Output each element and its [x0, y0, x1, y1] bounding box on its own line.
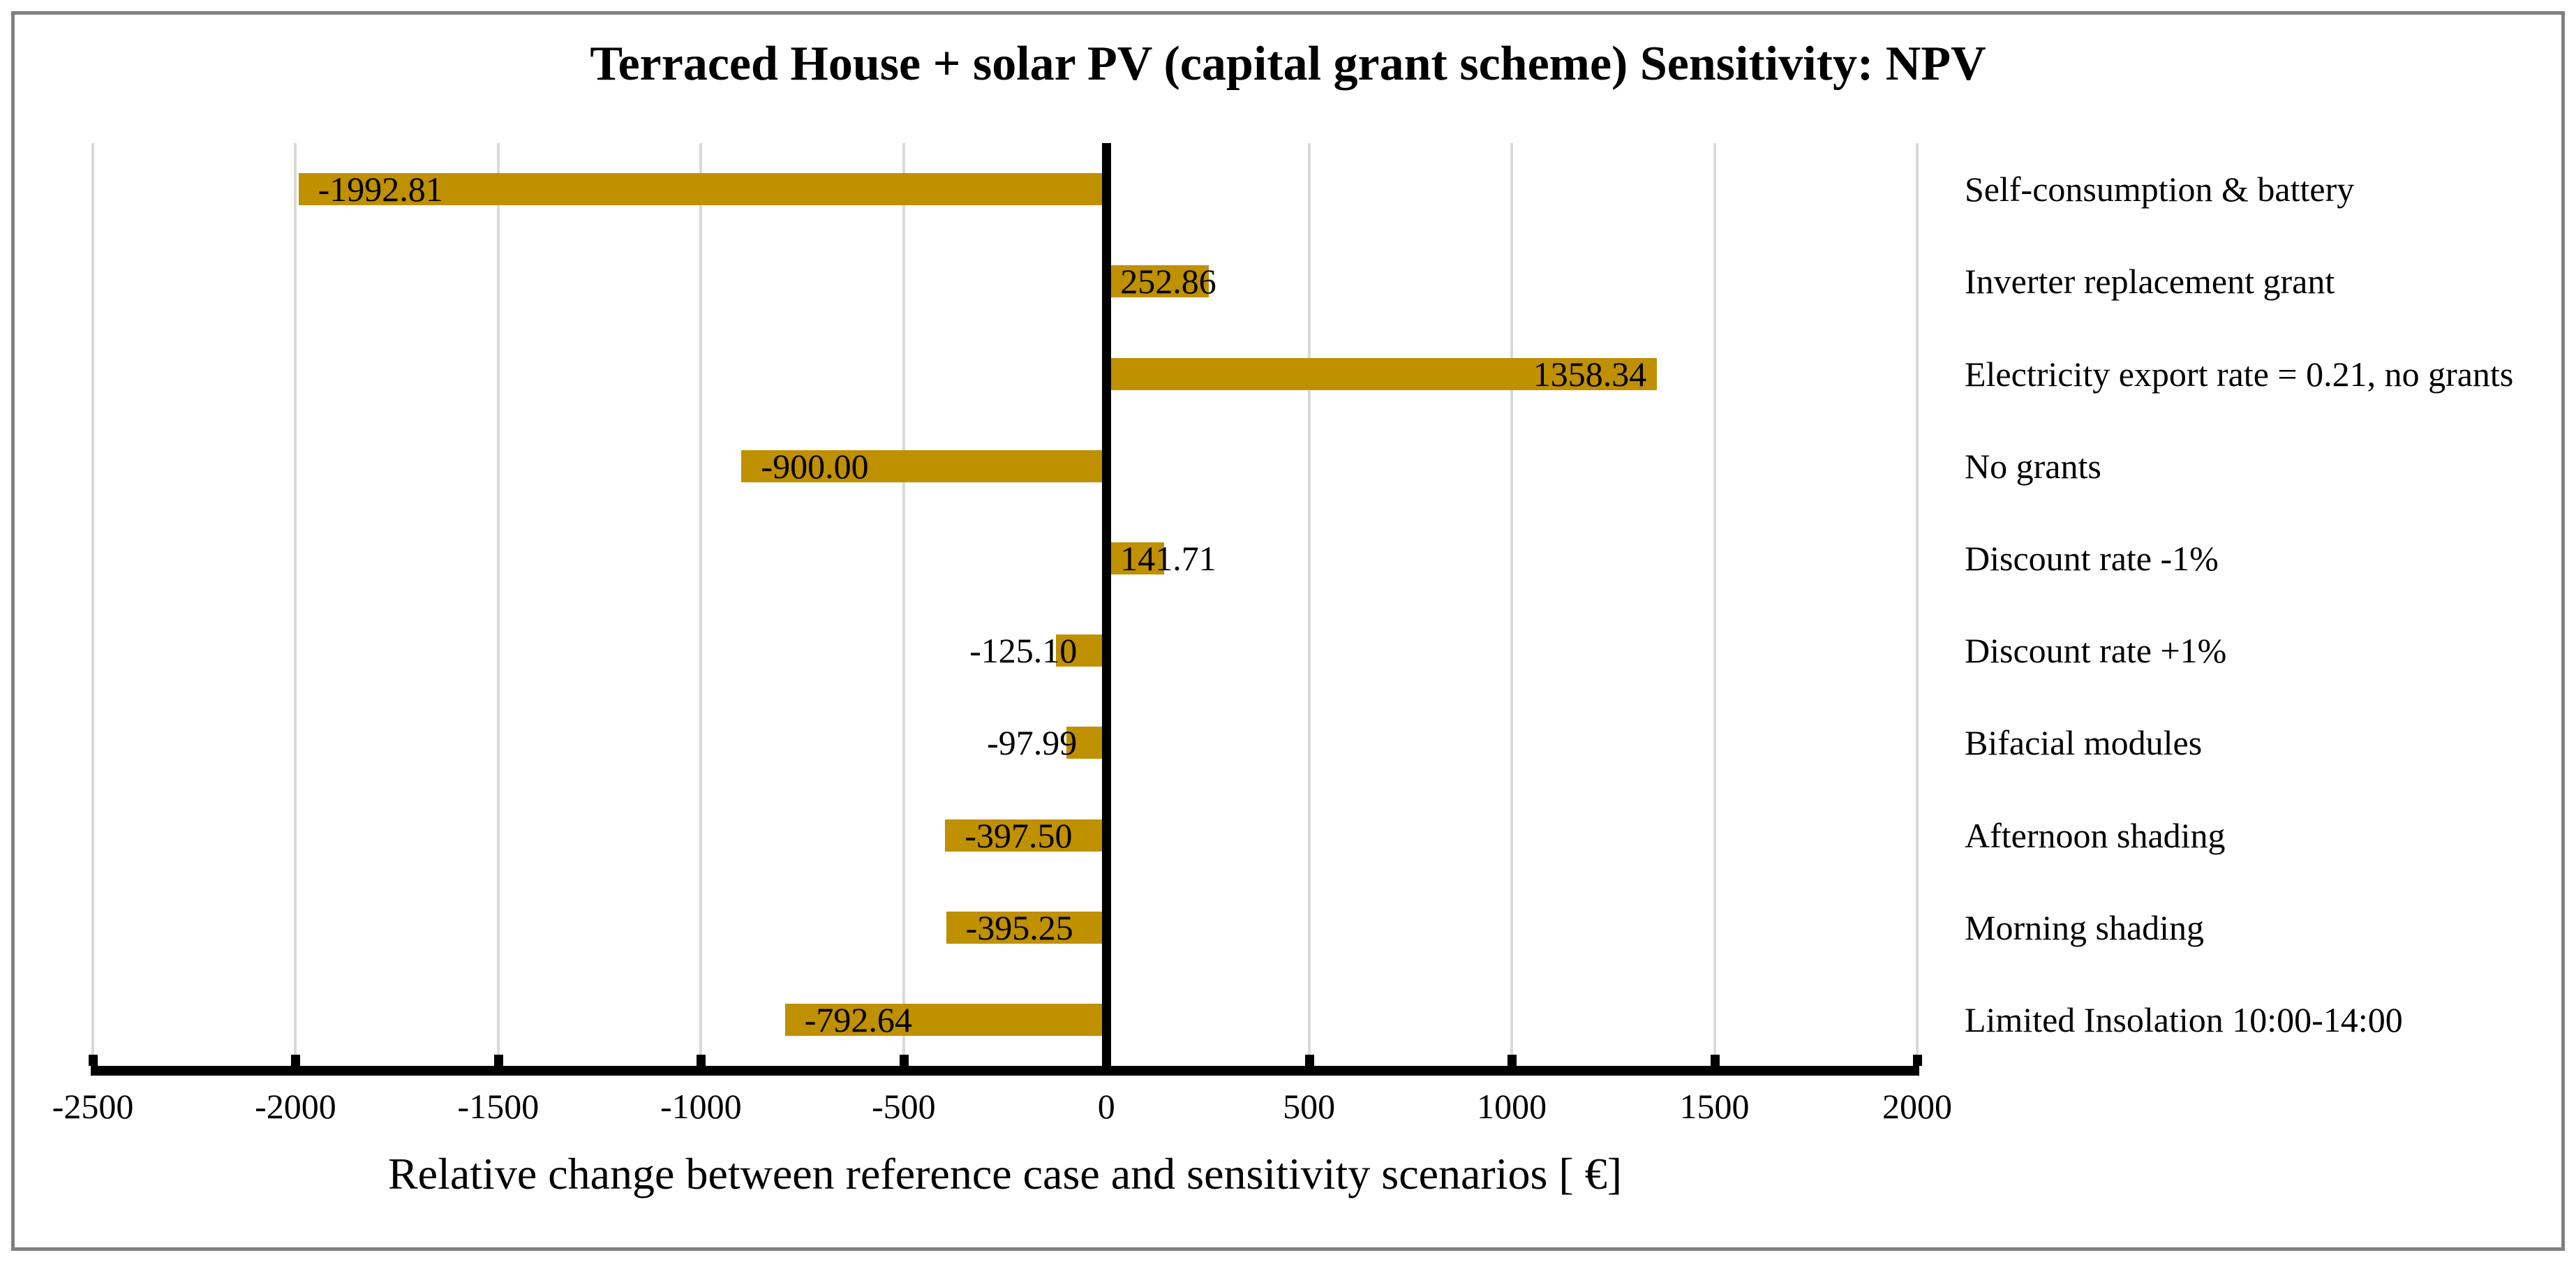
category-label: Discount rate +1% [1965, 631, 2227, 671]
bar-value-label: -395.25 [965, 907, 1073, 947]
x-tick-label: -1000 [660, 1087, 742, 1126]
bar-value-label: -792.64 [804, 1000, 912, 1039]
category-label: Inverter replacement grant [1965, 262, 2335, 302]
category-label: Bifacial modules [1965, 723, 2203, 763]
x-tick [1913, 1055, 1922, 1066]
x-tick-label: 500 [1283, 1087, 1336, 1126]
bar-value-label: -397.50 [965, 815, 1073, 855]
gridline [902, 143, 905, 1066]
x-tick [1710, 1055, 1720, 1066]
x-tick-label: 1500 [1679, 1087, 1750, 1126]
gridline [294, 143, 297, 1066]
zero-axis-line [1102, 143, 1112, 1076]
bar-value-label: -125.10 [969, 631, 1078, 671]
bar [946, 911, 1107, 944]
x-tick [899, 1055, 909, 1066]
category-label: Self-consumption & battery [1965, 170, 2355, 209]
gridline [496, 143, 500, 1066]
bar [298, 173, 1107, 206]
bar [784, 1003, 1107, 1036]
x-tick-label: -2500 [52, 1087, 134, 1126]
bar-value-label: 1358.34 [1533, 354, 1647, 394]
category-label: No grants [1965, 446, 2101, 486]
x-tick [697, 1055, 706, 1066]
category-label: Discount rate -1% [1965, 538, 2219, 578]
bar [1066, 727, 1107, 759]
category-label: Morning shading [1965, 907, 2205, 947]
x-tick [493, 1055, 503, 1066]
x-tick [291, 1055, 301, 1066]
bar-value-label: 141.71 [1120, 538, 1216, 578]
bar-value-label: -900.00 [761, 446, 869, 486]
bar [1106, 542, 1164, 574]
gridline [1307, 143, 1311, 1066]
gridline [1916, 143, 1919, 1066]
gridline [1713, 143, 1716, 1066]
x-axis-line [91, 1066, 1919, 1076]
gridline [91, 143, 94, 1066]
x-tick-label: 1000 [1477, 1087, 1547, 1126]
gridline [1510, 143, 1514, 1066]
gridline [699, 143, 703, 1066]
bar [1106, 265, 1209, 298]
x-tick-label: 2000 [1882, 1087, 1952, 1126]
category-label: Afternoon shading [1965, 815, 2226, 855]
bar-value-label: -1992.81 [318, 170, 443, 209]
category-label: Limited Insolation 10:00-14:00 [1965, 1000, 2403, 1039]
chart-title: Terraced House + solar PV (capital grant… [590, 37, 1986, 91]
x-tick [89, 1055, 98, 1066]
bar-value-label: -97.99 [987, 723, 1078, 763]
x-tick [1304, 1055, 1314, 1066]
x-tick-label: -2000 [255, 1087, 336, 1126]
x-tick-label: 0 [1097, 1087, 1115, 1126]
category-label: Electricity export rate = 0.21, no grant… [1965, 354, 2514, 394]
bar [945, 819, 1107, 852]
x-tick-label: -1500 [457, 1087, 539, 1126]
x-tick [1507, 1055, 1517, 1066]
bar [1055, 634, 1107, 667]
bar-value-label: 252.86 [1120, 262, 1216, 302]
plot-area: -2500 -2000 -1500 -1000 -500 0 500 1000 1500 2000… [52, 143, 1952, 1126]
x-tick-label: -500 [871, 1087, 936, 1126]
bar [741, 450, 1107, 482]
bar [1106, 357, 1658, 390]
x-axis-title: Relative change between reference case a… [387, 1149, 1623, 1198]
